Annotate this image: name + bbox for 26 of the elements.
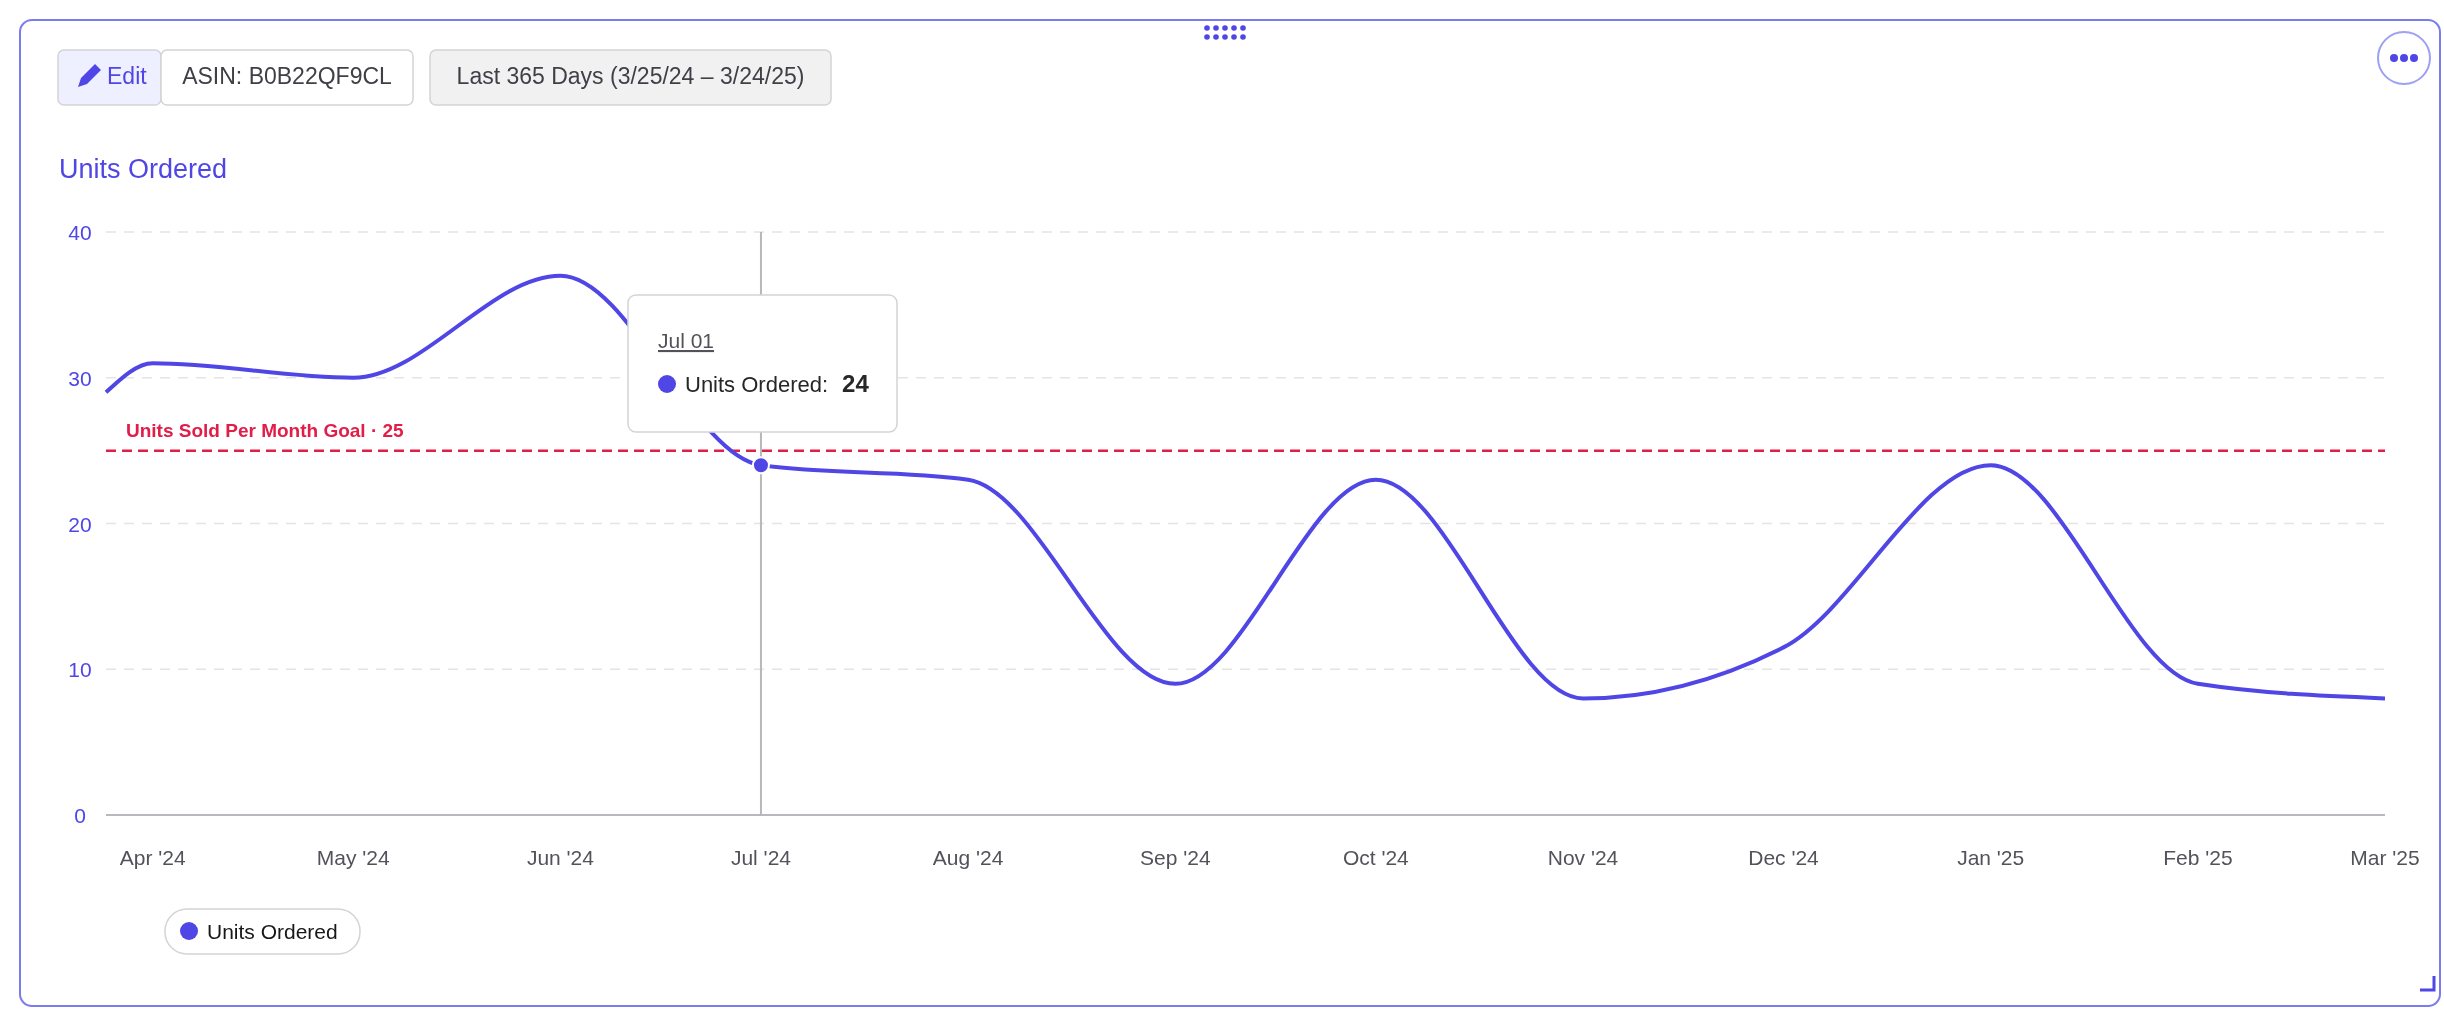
text: Last 365 Days (3/25/24 – 3/24/25) xyxy=(456,63,805,89)
x-tick-label: Jan '25 xyxy=(1957,846,2025,869)
y-tick-label: 40 xyxy=(68,221,92,244)
y-tick-label: 10 xyxy=(68,658,92,682)
text: ASIN: B0B22QF9CL xyxy=(182,63,393,89)
annotation: Units Ordered: 24 xyxy=(685,370,870,397)
ref-line-label: Units Sold Per Month Goal · 25 xyxy=(126,419,405,441)
x-tick-label: Feb '25 xyxy=(2163,846,2233,869)
x-tick-label: Aug '24 xyxy=(932,846,1004,869)
chart-title: Units Ordered xyxy=(59,154,228,184)
text: Edit xyxy=(107,63,148,89)
y-tick-label: 20 xyxy=(68,512,92,536)
x-tick-label: Sep '24 xyxy=(1140,846,1211,869)
x-tick-label: Mar '25 xyxy=(2350,846,2420,869)
y-tick-label: 30 xyxy=(68,366,92,390)
x-tick-label: May '24 xyxy=(316,846,391,869)
x-tick-label: Jun '24 xyxy=(526,846,595,869)
x-tick-label: Apr '24 xyxy=(119,846,187,869)
x-tick-label: Nov '24 xyxy=(1547,846,1619,869)
annotation: Jul 01 xyxy=(658,329,715,352)
line-series xyxy=(104,273,2387,701)
x-tick-label: Jul '24 xyxy=(730,846,792,869)
x-tick-label: Dec '24 xyxy=(1748,846,1820,869)
y-tick-label: 0 xyxy=(74,804,86,827)
legend-label: Units Ordered xyxy=(207,920,338,943)
x-tick-label: Oct '24 xyxy=(1342,846,1410,869)
